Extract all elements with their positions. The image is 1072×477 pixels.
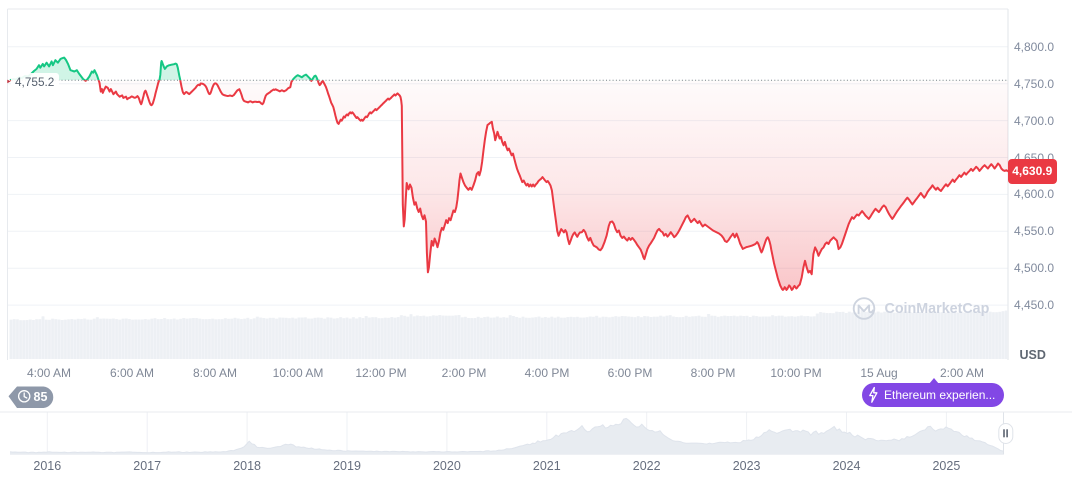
svg-text:85: 85: [34, 390, 48, 404]
